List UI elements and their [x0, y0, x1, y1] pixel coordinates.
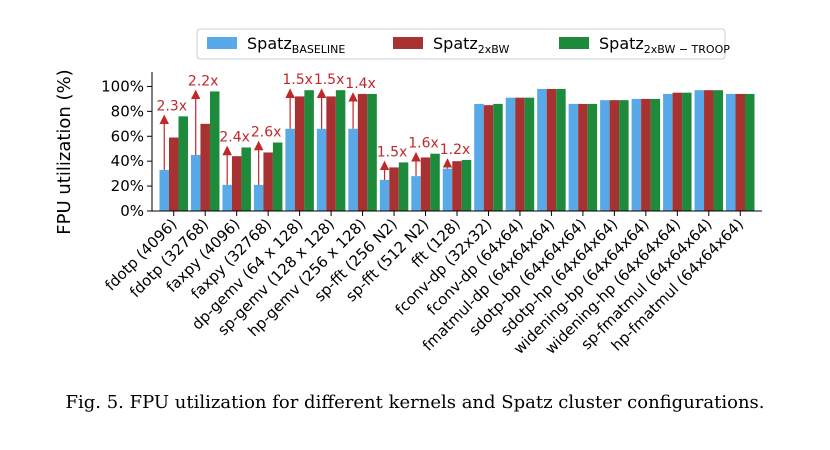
bar-1-5 — [316, 128, 327, 211]
bar-3-10 — [493, 103, 503, 211]
bar-1-3 — [253, 184, 264, 211]
fpu-utilization-chart: SpatzBASELINE Spatz2xBW Spatz2xBW − TROOP … — [54, 28, 762, 358]
bar-1-14 — [600, 100, 610, 211]
y-axis: 0% 20% 40% 60% 80% 100% — [101, 72, 153, 220]
speedup-label: 2.4x — [219, 129, 250, 145]
y-tick-label: 0% — [120, 202, 144, 220]
bar-2-15 — [641, 98, 651, 211]
bar-3-8 — [430, 153, 440, 211]
bar-2-5 — [326, 96, 336, 211]
bar-1-13 — [568, 103, 579, 211]
bar-2-13 — [578, 103, 588, 211]
bar-1-2 — [222, 184, 232, 211]
y-tick-label: 60% — [111, 127, 144, 145]
bar-1-0 — [159, 169, 169, 211]
figure-caption: Fig. 5. FPU utilization for different ke… — [65, 392, 765, 413]
bar-3-11 — [524, 97, 535, 211]
bar-3-6 — [367, 93, 377, 211]
bar-3-15 — [650, 98, 661, 211]
speedup-label: 1.5x — [282, 72, 313, 88]
bar-2-17 — [704, 90, 714, 211]
bar-3-3 — [272, 142, 283, 211]
bar-1-6 — [348, 128, 358, 211]
bar-1-7 — [379, 179, 390, 211]
bar-1-1 — [190, 154, 201, 211]
bar-1-11 — [505, 97, 516, 211]
bar-1-9 — [442, 168, 453, 211]
bar-1-17 — [694, 90, 705, 211]
bar-2-8 — [420, 157, 431, 211]
bar-2-1 — [200, 123, 210, 211]
speedup-label: 2.6x — [251, 125, 282, 141]
speedup-label: 2.2x — [188, 73, 219, 89]
bar-3-1 — [209, 91, 220, 211]
bar-3-13 — [587, 103, 598, 211]
y-tick-label: 40% — [111, 152, 144, 170]
bar-1-15 — [631, 98, 642, 211]
bar-2-12 — [546, 88, 557, 211]
bar-1-10 — [474, 103, 484, 211]
legend-swatch-3 — [559, 37, 589, 49]
speedup-annotations: 2.3x2.2x2.4x 2.6x1.5x 1.5x 1.4x1.5x1.6x 1.2x — [156, 72, 470, 185]
legend-swatch-1 — [207, 37, 237, 49]
y-tick-label: 20% — [111, 177, 144, 195]
bar-3-7 — [398, 162, 409, 211]
bar-3-5 — [335, 90, 346, 211]
bar-3-16 — [682, 92, 692, 211]
y-tick-label: 100% — [101, 77, 144, 95]
bar-2-9 — [452, 161, 462, 211]
speedup-label: 1.5x — [314, 72, 345, 88]
bars — [159, 88, 755, 211]
legend-swatch-2 — [393, 37, 423, 49]
legend-box — [196, 28, 726, 60]
bar-2-16 — [672, 92, 683, 211]
x-axis: fdotp (4096)fdotp (32768)faxpy (4096)fax… — [101, 210, 762, 358]
bar-2-18 — [735, 93, 746, 211]
bar-2-14 — [609, 100, 620, 211]
bar-2-2 — [231, 156, 242, 211]
bar-2-3 — [263, 152, 273, 211]
bar-3-4 — [304, 90, 314, 211]
bar-1-4 — [285, 128, 295, 211]
speedup-label: 1.2x — [440, 142, 471, 158]
bar-2-0 — [168, 137, 179, 211]
speedup-label: 1.6x — [408, 136, 439, 152]
bar-2-10 — [483, 105, 494, 211]
speedup-label: 1.5x — [377, 144, 408, 160]
bar-3-18 — [745, 93, 755, 211]
bar-3-12 — [556, 88, 566, 211]
bar-1-18 — [726, 93, 736, 211]
bar-1-12 — [537, 88, 547, 211]
legend: SpatzBASELINE Spatz2xBW Spatz2xBW − TROOP — [196, 28, 730, 60]
y-axis-label: FPU utilization (%) — [54, 69, 75, 234]
speedup-label: 1.4x — [345, 76, 376, 92]
bar-1-8 — [411, 176, 421, 211]
bar-2-4 — [294, 96, 305, 211]
bar-2-6 — [357, 93, 368, 211]
bar-3-9 — [461, 159, 472, 211]
bar-3-14 — [619, 100, 629, 211]
bar-3-17 — [713, 90, 724, 211]
bar-2-11 — [515, 97, 525, 211]
y-tick-label: 80% — [111, 102, 144, 120]
speedup-label: 2.3x — [156, 98, 187, 114]
bar-3-0 — [178, 116, 188, 211]
bar-1-16 — [663, 93, 673, 211]
bar-3-2 — [241, 147, 251, 211]
bar-2-7 — [389, 167, 399, 211]
